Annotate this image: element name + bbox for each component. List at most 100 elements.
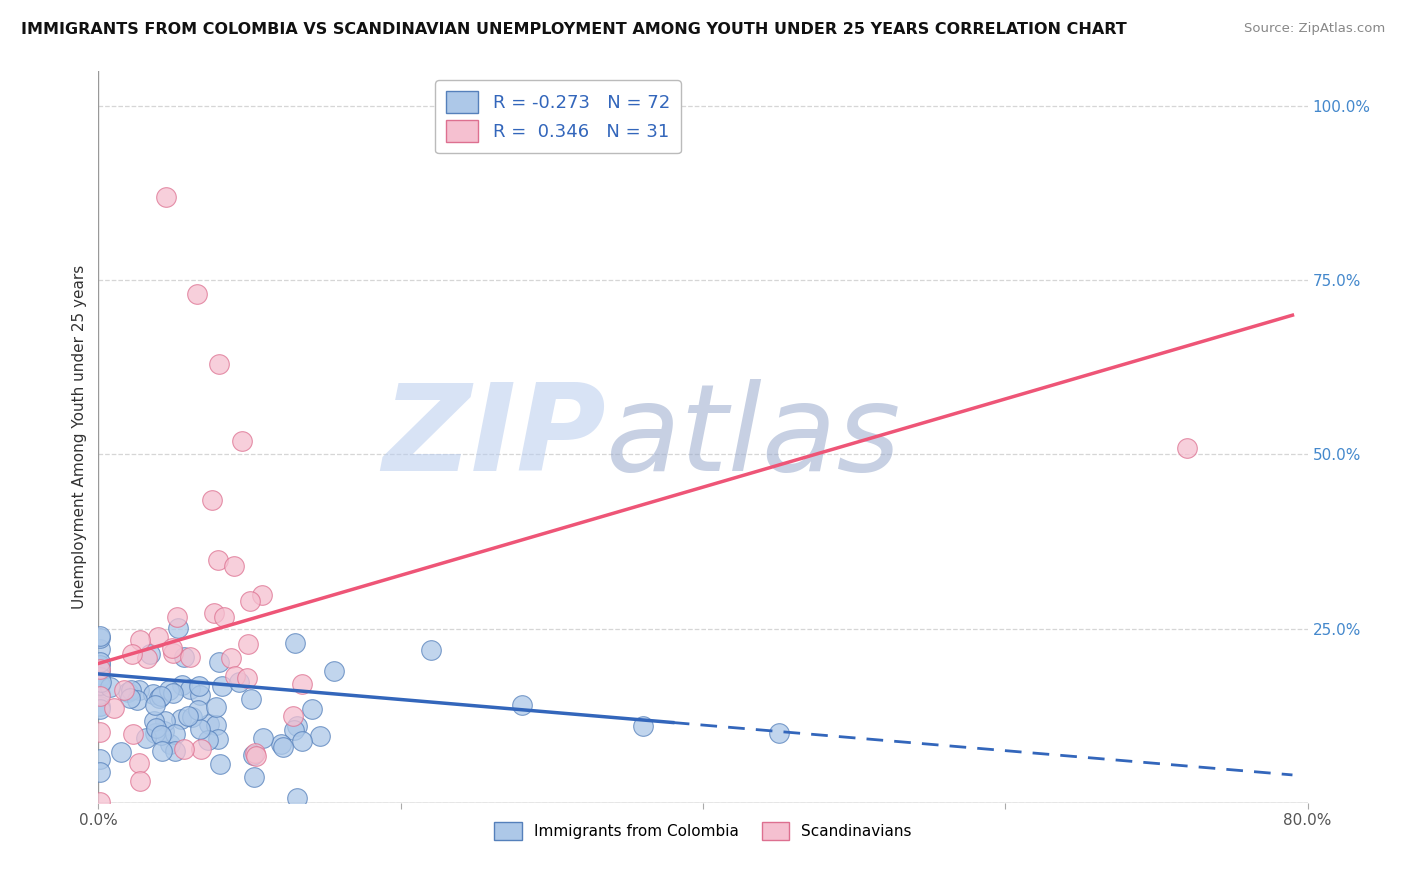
Point	[245, 748, 267, 763]
Point	[89, 795, 111, 809]
Point	[89, 655, 111, 669]
Point	[135, 731, 157, 745]
Point	[166, 610, 188, 624]
Point	[90, 674, 112, 689]
Point	[98, 681, 121, 695]
Point	[290, 677, 312, 691]
Point	[128, 756, 150, 770]
Point	[89, 631, 111, 645]
Point	[239, 594, 262, 608]
Text: atlas: atlas	[606, 378, 901, 496]
Point	[89, 702, 111, 716]
Point	[224, 558, 246, 573]
Point	[179, 681, 201, 696]
Point	[128, 683, 150, 698]
Point	[150, 728, 173, 742]
Point	[177, 709, 200, 723]
Point	[228, 675, 250, 690]
Point	[170, 678, 193, 692]
Point	[162, 646, 184, 660]
Point	[187, 679, 209, 693]
Point	[153, 714, 176, 728]
Point	[179, 650, 201, 665]
Point	[89, 764, 111, 779]
Point	[89, 658, 111, 673]
Point	[89, 752, 111, 766]
Point	[170, 712, 193, 726]
Point	[242, 748, 264, 763]
Point	[219, 651, 242, 665]
Point	[129, 774, 152, 789]
Point	[152, 724, 174, 739]
Point	[162, 686, 184, 700]
Point	[143, 726, 166, 740]
Point	[224, 669, 246, 683]
Text: IMMIGRANTS FROM COLOMBIA VS SCANDINAVIAN UNEMPLOYMENT AMONG YOUTH UNDER 25 YEARS: IMMIGRANTS FROM COLOMBIA VS SCANDINAVIAN…	[21, 22, 1126, 37]
Point	[128, 633, 150, 648]
Point	[236, 671, 259, 685]
Point	[190, 742, 212, 756]
Y-axis label: Unemployment Among Youth under 25 years: Unemployment Among Youth under 25 years	[72, 265, 87, 609]
Text: ZIP: ZIP	[382, 378, 606, 496]
Point	[270, 738, 292, 752]
Point	[239, 691, 262, 706]
Point	[120, 683, 142, 698]
Point	[160, 641, 183, 656]
Point	[117, 685, 139, 699]
Point	[173, 650, 195, 665]
Point	[89, 665, 111, 679]
Point	[285, 719, 308, 733]
Point	[143, 714, 166, 728]
Point	[110, 745, 132, 759]
Point	[211, 679, 233, 693]
Point	[155, 190, 177, 204]
Point	[103, 701, 125, 715]
Point	[89, 670, 111, 684]
Point	[148, 690, 170, 705]
Point	[420, 642, 443, 657]
Point	[181, 709, 204, 723]
Point	[273, 740, 295, 755]
Point	[150, 744, 173, 758]
Point	[231, 434, 253, 448]
Point	[167, 622, 190, 636]
Point	[159, 738, 181, 752]
Point	[163, 744, 186, 758]
Point	[89, 642, 111, 657]
Point	[157, 682, 180, 697]
Point	[142, 687, 165, 701]
Point	[136, 650, 159, 665]
Point	[207, 731, 229, 746]
Point	[146, 630, 169, 644]
Point	[89, 690, 111, 704]
Point	[301, 702, 323, 716]
Point	[201, 492, 224, 507]
Point	[252, 731, 274, 745]
Point	[243, 746, 266, 760]
Point	[139, 648, 162, 662]
Point	[308, 729, 330, 743]
Point	[188, 688, 211, 702]
Point	[89, 677, 111, 691]
Point	[122, 727, 145, 741]
Point	[120, 690, 142, 705]
Point	[208, 357, 231, 371]
Point	[285, 790, 308, 805]
Legend: Immigrants from Colombia, Scandinavians: Immigrants from Colombia, Scandinavians	[488, 815, 918, 847]
Point	[125, 692, 148, 706]
Point	[112, 683, 135, 698]
Point	[204, 700, 226, 714]
Point	[1175, 441, 1198, 455]
Point	[89, 725, 111, 739]
Point	[198, 717, 221, 731]
Point	[209, 756, 232, 771]
Point	[165, 727, 187, 741]
Point	[768, 726, 790, 740]
Point	[121, 648, 143, 662]
Point	[197, 733, 219, 747]
Point	[89, 687, 111, 701]
Point	[205, 718, 228, 732]
Point	[187, 703, 209, 717]
Point	[208, 655, 231, 669]
Point	[188, 723, 211, 737]
